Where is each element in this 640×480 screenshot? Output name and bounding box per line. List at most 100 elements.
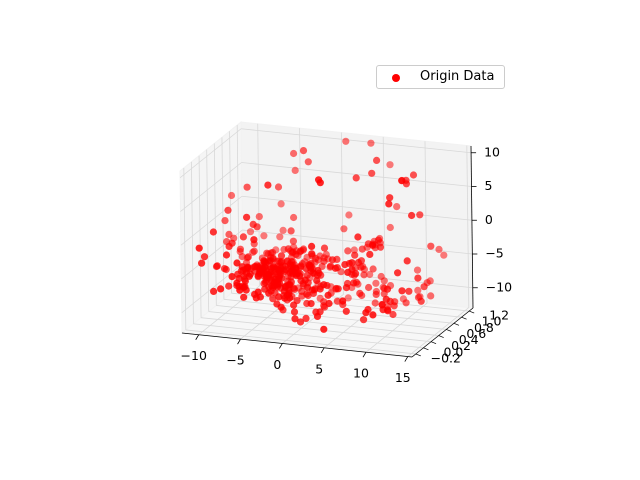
data-point <box>279 226 287 234</box>
data-point <box>385 200 393 208</box>
grid-line-x <box>198 285 260 336</box>
data-point <box>409 171 418 179</box>
data-point <box>389 310 397 319</box>
z-axis-line <box>470 145 474 309</box>
data-point <box>240 272 248 280</box>
y-tick-label: 1.2 <box>489 308 509 323</box>
data-point <box>222 265 230 274</box>
data-point <box>236 245 244 253</box>
y-tick-mark <box>453 322 460 326</box>
data-point <box>297 247 305 255</box>
data-point <box>262 259 270 267</box>
data-point <box>308 242 316 250</box>
data-point <box>367 139 375 147</box>
data-point <box>372 279 380 287</box>
data-point <box>299 147 308 155</box>
grid-line-y <box>206 149 210 312</box>
data-point <box>341 261 349 269</box>
data-point <box>250 236 258 244</box>
data-point <box>290 301 298 309</box>
data-point <box>290 149 298 158</box>
z-tick-label: 10 <box>484 144 500 159</box>
grid-line-y <box>213 143 217 306</box>
data-point <box>217 285 225 293</box>
data-point <box>331 264 339 272</box>
data-point <box>281 262 289 270</box>
data-point <box>414 274 422 282</box>
z-tick-label: −5 <box>485 246 503 261</box>
data-point <box>352 174 360 182</box>
data-point <box>405 287 413 295</box>
data-point <box>244 253 252 261</box>
data-point <box>291 166 299 174</box>
data-point <box>372 290 380 298</box>
data-point <box>354 233 362 241</box>
data-point <box>350 246 358 254</box>
data-point <box>358 245 366 253</box>
grid-line-z <box>180 195 243 246</box>
grid-line-y <box>185 329 416 355</box>
x-tick-label: 5 <box>315 361 323 376</box>
data-point <box>408 211 416 220</box>
y-tick-mark <box>461 316 467 320</box>
data-point <box>398 177 406 185</box>
data-point <box>373 156 381 164</box>
grid-line-z <box>180 162 242 212</box>
data-point <box>403 257 411 265</box>
data-point <box>308 286 316 294</box>
data-point <box>344 294 352 302</box>
data-point <box>320 325 328 333</box>
data-point <box>386 161 394 169</box>
data-point <box>243 183 251 191</box>
data-point <box>239 233 247 241</box>
data-point <box>212 262 221 271</box>
data-point <box>233 259 241 267</box>
grid-line-y <box>201 317 432 343</box>
data-point <box>427 292 435 300</box>
data-point <box>224 206 232 214</box>
data-point <box>296 318 305 326</box>
grid-line-z <box>241 128 472 154</box>
grid-line-z <box>241 195 472 221</box>
data-point <box>417 297 425 305</box>
grid-line-x <box>407 307 470 357</box>
data-point <box>342 137 350 145</box>
data-point <box>382 295 390 303</box>
data-point <box>348 259 356 267</box>
data-point <box>239 266 247 274</box>
y-tick-label: 0.4 <box>459 332 479 347</box>
legend: Origin Data <box>376 65 505 89</box>
x-tick-label: −5 <box>226 353 244 368</box>
x-tick-label: 0 <box>273 357 281 372</box>
data-point <box>312 254 320 262</box>
z-tick-label: −10 <box>486 279 512 294</box>
data-point <box>369 241 377 249</box>
legend-label-origin-data: Origin Data <box>420 69 495 84</box>
data-point <box>225 282 233 290</box>
data-point <box>284 245 292 253</box>
legend-marker <box>392 74 400 82</box>
data-point <box>260 232 268 240</box>
data-point <box>265 289 273 297</box>
data-point <box>435 245 443 253</box>
data-point <box>266 268 274 276</box>
data-point <box>222 251 231 259</box>
data-point <box>277 200 285 208</box>
data-point <box>209 228 217 236</box>
tick-labels: −10 −5 0 5 10 15 −0.20.00.20.40.60.81.01.2 −10 −… <box>181 144 513 385</box>
grid-line-y <box>198 155 202 318</box>
data-point <box>325 299 333 308</box>
grid-line-x <box>424 141 428 304</box>
data-point <box>320 244 329 252</box>
grid-line-y <box>183 167 187 330</box>
data-point <box>339 297 347 305</box>
data-point <box>303 290 311 298</box>
data-point <box>313 312 322 320</box>
z-tick-label: 5 <box>485 178 493 193</box>
x-tick-mark <box>404 356 409 362</box>
data-point <box>302 314 310 322</box>
data-point <box>360 271 368 279</box>
data-point <box>315 176 323 184</box>
data-point <box>304 158 312 166</box>
data-point <box>240 293 248 301</box>
